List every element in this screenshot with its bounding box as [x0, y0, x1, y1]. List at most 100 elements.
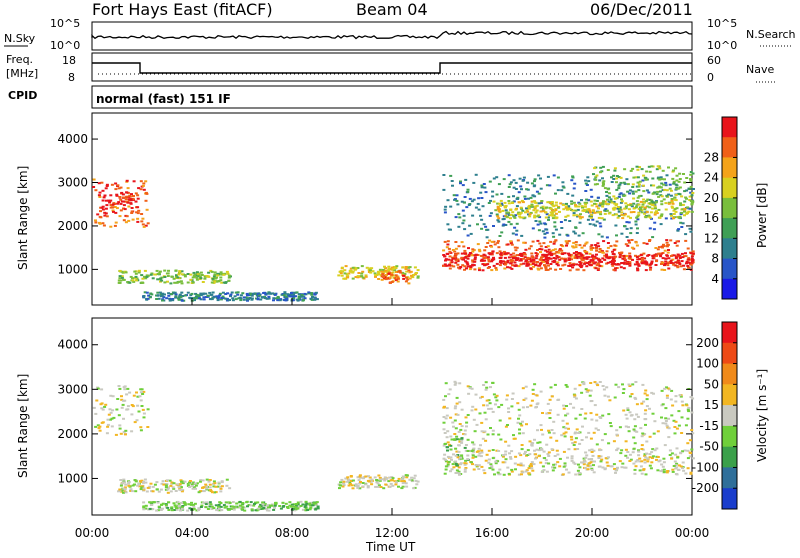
echo-cell — [183, 294, 187, 297]
echo-cell — [345, 273, 349, 276]
echo-cell — [625, 255, 629, 257]
echo-cell — [660, 213, 664, 216]
echo-cell — [609, 245, 613, 248]
echo-cell — [444, 460, 448, 463]
echo-cell — [667, 427, 671, 430]
echo-cell — [360, 275, 364, 278]
echo-cell — [200, 274, 204, 276]
echo-cell — [573, 232, 577, 235]
echo-cell — [628, 395, 632, 398]
echo-cell — [618, 193, 622, 196]
echo-cell — [507, 256, 511, 259]
echo-cell — [489, 199, 492, 202]
echo-cell — [669, 398, 673, 401]
freq-tick-top: 18 — [62, 54, 76, 67]
echo-cell — [377, 484, 381, 487]
echo-cell — [498, 202, 502, 205]
echo-cell — [228, 502, 232, 504]
echo-cell — [167, 501, 170, 504]
echo-cell — [584, 251, 587, 254]
echo-cell — [112, 416, 116, 419]
echo-cell — [125, 195, 129, 198]
echo-cell — [397, 270, 401, 273]
echo-cell — [126, 187, 130, 190]
echo-cell — [446, 199, 450, 202]
echo-cell — [621, 217, 625, 220]
echo-cell — [98, 196, 102, 198]
echo-cell — [176, 483, 180, 486]
echo-cell — [578, 413, 582, 416]
echo-cell — [673, 196, 677, 199]
echo-cell — [484, 381, 488, 384]
echo-cell — [201, 281, 205, 283]
echo-cell — [451, 463, 455, 466]
echo-cell — [225, 484, 229, 487]
colorbar-segment — [722, 363, 737, 385]
echo-cell — [660, 178, 664, 181]
echo-cell — [673, 432, 677, 435]
echo-cell — [617, 184, 621, 187]
echo-cell — [613, 202, 617, 205]
echo-cell — [575, 428, 579, 431]
echo-cell — [528, 215, 532, 218]
echo-cell — [129, 199, 133, 202]
echo-cell — [307, 291, 311, 294]
echo-cell — [225, 270, 229, 273]
echo-cell — [631, 258, 634, 261]
echo-cell — [462, 245, 466, 248]
echo-cell — [506, 466, 510, 469]
echo-cell — [340, 478, 344, 481]
echo-cell — [500, 231, 504, 234]
echo-cell — [174, 295, 178, 298]
echo-cell — [484, 439, 488, 442]
echo-cell — [636, 181, 640, 184]
echo-cell — [646, 457, 650, 460]
echo-cell — [636, 459, 640, 461]
echo-cell — [691, 261, 695, 264]
echo-cell — [459, 180, 462, 183]
echo-cell — [490, 269, 494, 272]
echo-cell — [166, 280, 169, 283]
echo-cell — [652, 228, 656, 231]
echo-cell — [504, 224, 508, 226]
echo-cell — [483, 472, 487, 475]
echo-cell — [147, 294, 151, 297]
echo-cell — [603, 254, 607, 257]
echo-cell — [575, 257, 579, 260]
echo-cell — [142, 488, 146, 491]
echo-cell — [637, 450, 641, 453]
echo-cell — [146, 297, 150, 300]
echo-cell — [691, 250, 695, 253]
echo-cell — [651, 207, 655, 210]
echo-cell — [662, 198, 666, 201]
echo-cell — [481, 259, 485, 262]
echo-cell — [667, 436, 671, 439]
echo-cell — [586, 464, 590, 467]
echo-cell — [482, 223, 486, 226]
echo-cell — [259, 503, 263, 506]
echo-cell — [629, 232, 633, 235]
echo-cell — [584, 182, 588, 185]
echo-cell — [689, 171, 693, 173]
echo-cell — [505, 394, 509, 397]
echo-cell — [293, 509, 297, 512]
echo-cell — [457, 245, 461, 248]
echo-cell — [620, 211, 624, 214]
echo-cell — [202, 292, 206, 295]
echo-cell — [150, 272, 154, 275]
echo-cell — [455, 438, 459, 441]
echo-cell — [667, 267, 671, 270]
echo-cell — [659, 194, 663, 197]
echo-cell — [562, 203, 565, 206]
echo-cell — [661, 257, 665, 260]
echo-cell — [684, 239, 688, 242]
echo-cell — [177, 280, 181, 283]
echo-cell — [221, 291, 225, 294]
echo-cell — [512, 437, 516, 440]
echo-cell — [578, 244, 582, 247]
echo-cell — [556, 453, 560, 456]
echo-cell — [175, 274, 178, 277]
echo-cell — [621, 392, 625, 394]
echo-cell — [123, 488, 127, 491]
echo-cell — [141, 184, 145, 187]
